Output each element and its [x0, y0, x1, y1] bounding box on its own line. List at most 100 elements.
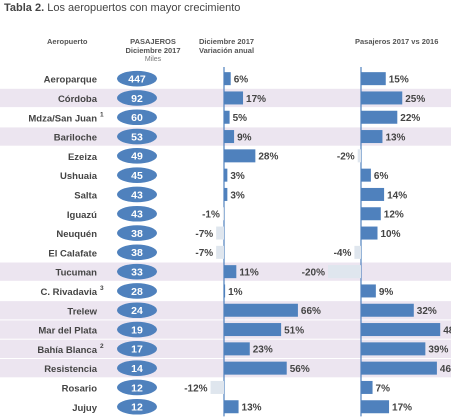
- table-row: Mdza/San Juan 1 60 5% 22%: [28, 109, 420, 126]
- passengers-pill: [117, 186, 157, 203]
- passengers-pill: [117, 90, 157, 106]
- airport-footnote: 2: [100, 343, 104, 350]
- december-variation-bar: [224, 361, 287, 375]
- passengers-pill: [117, 225, 157, 241]
- year-comparison-bar: [361, 226, 378, 240]
- year-comparison-bar: [328, 265, 361, 279]
- year-comparison-bar: [361, 130, 383, 144]
- passengers-value: 43: [131, 189, 143, 201]
- december-variation-label: 23%: [253, 345, 273, 356]
- passengers-value: 92: [131, 93, 143, 105]
- passengers-pill: [117, 205, 157, 222]
- december-variation-bar: [224, 149, 256, 163]
- year-comparison-bar: [361, 207, 381, 221]
- passengers-pill: [117, 148, 157, 164]
- airport-label: Mdza/San Juan: [28, 113, 97, 124]
- table-row: Aeroparque 447 6% 15%: [44, 70, 409, 87]
- table-row: Ezeiza 49 28% -2%: [68, 148, 361, 164]
- december-variation-label: 1%: [228, 287, 243, 298]
- year-comparison-label: 46%: [440, 364, 451, 375]
- airport-label: Bariloche: [54, 133, 97, 144]
- december-variation-bar: [224, 110, 230, 124]
- year-comparison-bar: [361, 284, 376, 298]
- december-variation-label: -7%: [195, 248, 213, 259]
- year-comparison-bar: [357, 149, 361, 163]
- airport-label: Rosario: [62, 383, 98, 394]
- passengers-pill: [117, 128, 157, 145]
- table-row: Salta 43 3% 14%: [74, 186, 407, 203]
- airport-footnote: 1: [100, 111, 104, 118]
- passengers-pill: [117, 321, 157, 338]
- year-comparison-bar: [361, 91, 403, 105]
- header-december-variation: Diciembre 2017 Variación anual: [199, 37, 289, 55]
- year-comparison-label: 32%: [417, 306, 437, 317]
- table-row: Neuquén 38 -7% 10%: [56, 225, 401, 241]
- passengers-value: 19: [131, 324, 143, 336]
- header-passengers-line2: Diciembre 2017: [125, 46, 181, 55]
- airport-label: Resistencia: [44, 364, 98, 375]
- december-variation-bar: [224, 265, 237, 279]
- december-variation-label: 9%: [237, 132, 252, 143]
- rows: Aeroparque 447 6% 15%Córdoba 92 17% 25%Mdza/Sa…: [28, 70, 451, 415]
- december-variation-label: 51%: [284, 325, 304, 336]
- year-comparison-label: 13%: [385, 132, 405, 143]
- year-comparison-label: 9%: [379, 287, 394, 298]
- passengers-pill: [117, 244, 157, 261]
- december-variation-label: 6%: [234, 74, 249, 85]
- year-comparison-bar: [361, 361, 437, 375]
- passengers-value: 53: [131, 131, 143, 143]
- passengers-value: 38: [131, 247, 143, 259]
- table-row: Resistencia 14 56% 46%: [44, 360, 451, 376]
- december-variation-label: 3%: [230, 171, 245, 182]
- december-variation-bar: [210, 380, 224, 394]
- table-title: Tabla 2. Los aeropuertos con mayor creci…: [4, 2, 240, 14]
- table-row: Tucuman 33 11% -20%: [55, 263, 361, 280]
- year-comparison-bar: [361, 303, 414, 317]
- year-comparison-bar: [361, 110, 398, 124]
- passengers-value: 12: [131, 382, 143, 394]
- passengers-value: 43: [131, 209, 143, 221]
- passengers-value: 447: [128, 73, 146, 85]
- passengers-pill: [117, 283, 157, 299]
- december-variation-label: 13%: [242, 403, 262, 414]
- table-row: El Calafate 38 -7% -4%: [48, 244, 361, 261]
- table-row: Mar del Plata 19 51% 48%: [38, 321, 451, 338]
- december-variation-bar: [224, 323, 282, 337]
- passengers-pill: [117, 360, 157, 376]
- year-comparison-label: 48%: [443, 325, 451, 336]
- december-variation-label: 11%: [239, 267, 259, 278]
- passengers-pill: [117, 167, 157, 183]
- table-row: Trelew 24 66% 32%: [67, 302, 437, 319]
- header-variation-line2: Variación anual: [199, 46, 255, 55]
- passengers-value: 12: [131, 402, 143, 414]
- passengers-pill: [117, 109, 157, 126]
- year-comparison-label: -20%: [302, 267, 325, 278]
- table-row: Ushuaia 45 3% 6%: [60, 167, 388, 183]
- table-row: Bariloche 53 9% 13%: [54, 128, 406, 145]
- airport-label: Bahía Blanca: [37, 345, 97, 356]
- airport-label: Salta: [74, 190, 97, 201]
- december-variation-bar: [216, 245, 224, 259]
- airport-label: El Calafate: [48, 248, 97, 259]
- passengers-value: 60: [131, 112, 143, 124]
- axes: [223, 67, 362, 417]
- header-year-comparison: Pasajeros 2017 vs 2016: [355, 37, 439, 46]
- december-variation-label: 28%: [258, 152, 278, 163]
- passengers-pill: [117, 398, 157, 415]
- december-variation-label: 66%: [301, 306, 321, 317]
- december-variation-bar: [216, 226, 224, 240]
- table-row: Jujuy 12 13% 17%: [72, 398, 412, 415]
- airport-label: Neuquén: [56, 229, 97, 240]
- airport-label: Aeroparque: [44, 75, 97, 86]
- december-variation-label: -1%: [202, 210, 220, 221]
- december-variation-bar: [224, 91, 244, 105]
- table-row: C. Rivadavia 3 28 1% 9%: [41, 283, 394, 299]
- december-variation-label: 5%: [233, 113, 248, 124]
- airport-label: Ezeiza: [68, 152, 98, 163]
- december-variation-bar: [224, 168, 228, 182]
- year-comparison-bar: [361, 168, 371, 182]
- december-variation-label: 17%: [246, 94, 266, 105]
- passengers-pill: [117, 70, 157, 87]
- passengers-value: 49: [131, 151, 143, 163]
